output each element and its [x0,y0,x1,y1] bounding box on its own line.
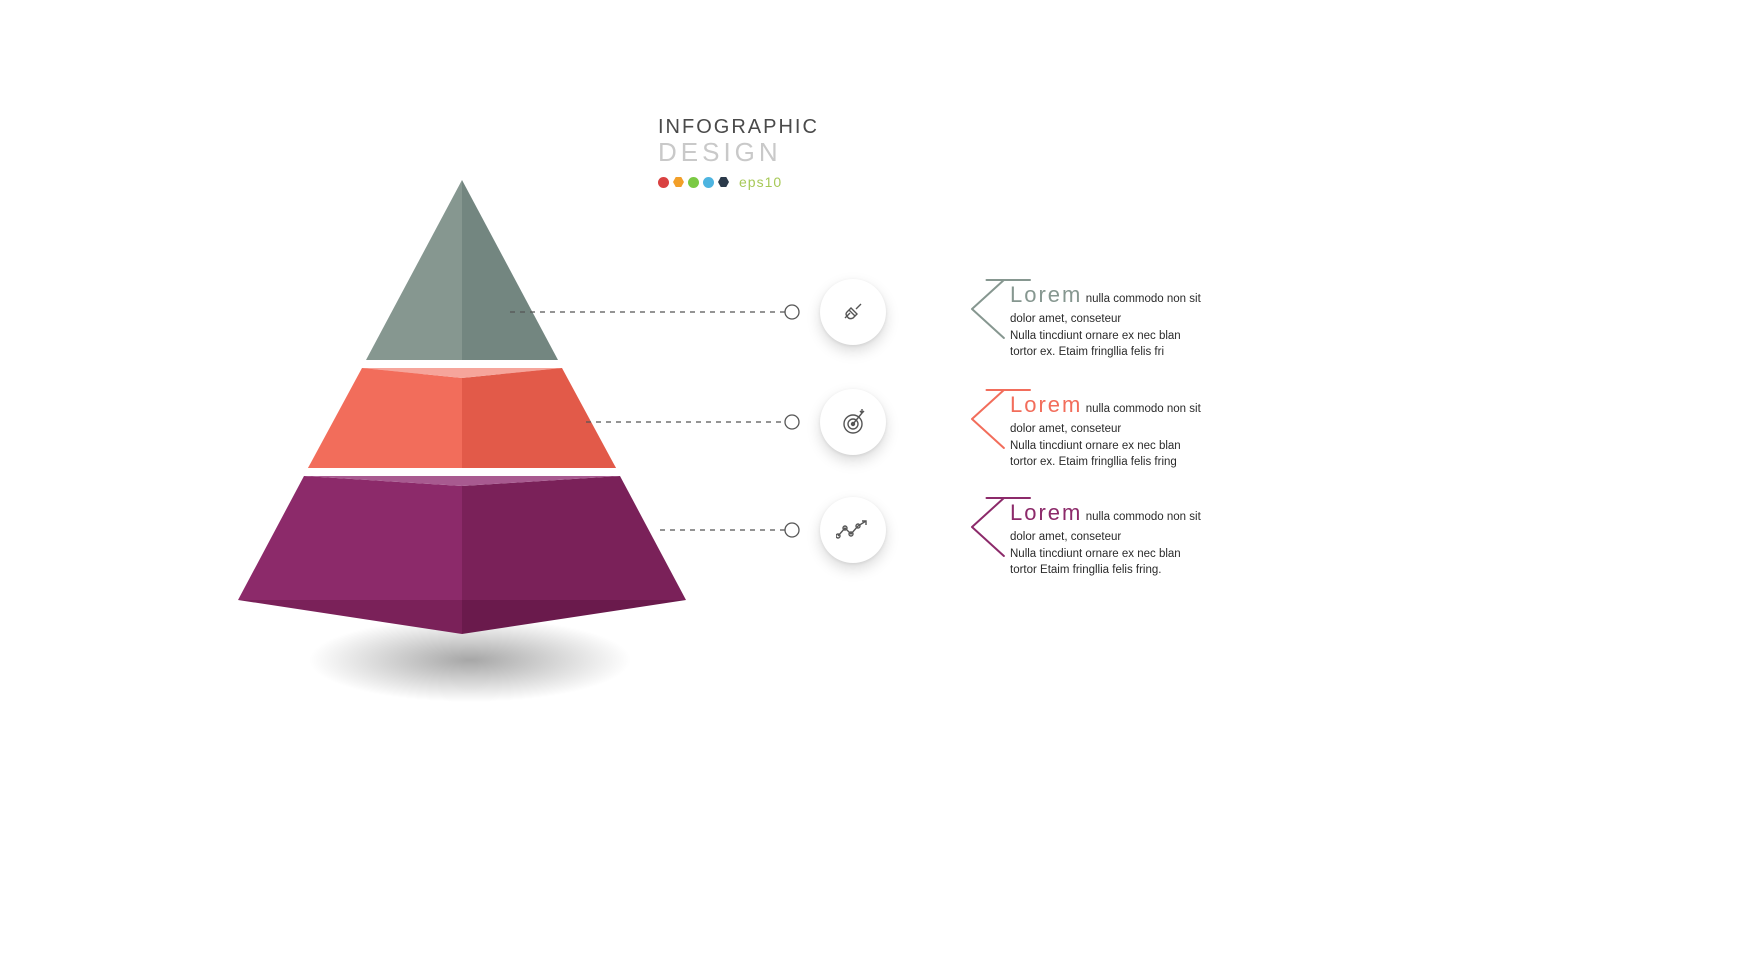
icon-circle [820,497,886,563]
item-body: Nulla tincdiunt ornare ex nec blan torto… [1010,547,1210,578]
item-body: Nulla tincdiunt ornare ex nec blan torto… [1010,329,1210,360]
icon-circle [820,279,886,345]
item-text-block: Lorem nulla commodo non sit dolor amet, … [1010,498,1210,578]
icon-circle [820,389,886,455]
item-title: Lorem [1010,392,1082,417]
item-title: Lorem [1010,282,1082,307]
item-text-block: Lorem nulla commodo non sit dolor amet, … [1010,280,1210,360]
item-text-block: Lorem nulla commodo non sit dolor amet, … [1010,390,1210,470]
pyramid-svg [0,0,1742,980]
trend-icon [836,518,870,542]
infographic-canvas: INFOGRAPHIC DESIGN eps10 [0,0,1742,980]
item-body: Nulla tincdiunt ornare ex nec blan torto… [1010,439,1210,470]
item-title: Lorem [1010,500,1082,525]
target-icon [838,407,868,437]
plug-icon [838,297,868,327]
